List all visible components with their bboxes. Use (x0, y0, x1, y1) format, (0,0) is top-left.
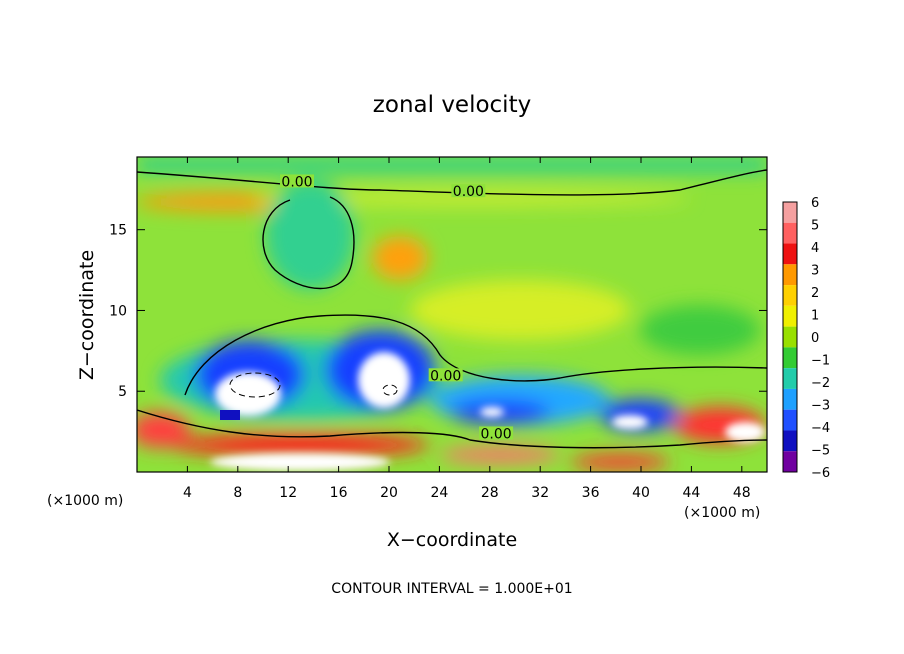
field-patch (220, 410, 240, 420)
contour-labels: 0.00 0.00 0.00 0.00 (280, 174, 514, 442)
contour-label-bg (479, 426, 514, 440)
x-tick-label: 32 (531, 485, 549, 501)
colorbar-swatch (783, 264, 797, 286)
contour-label: 0.00 (430, 368, 461, 384)
velocity-extremes (210, 352, 765, 471)
x-tick-label: 48 (733, 485, 751, 501)
colorbar-label: −4 (811, 421, 830, 436)
contour-label-bg (428, 368, 463, 382)
colorbar-swatch (783, 202, 797, 223)
colorbar-swatch (783, 388, 797, 410)
plot-frame (136, 156, 768, 473)
x-tick-label: 28 (481, 485, 499, 501)
contour-interval-note: CONTOUR INTERVAL = 1.000E+01 (331, 581, 572, 597)
x-tick-label: 4 (183, 485, 192, 501)
colorbar-swatch (783, 285, 797, 306)
colorbar-label: 5 (811, 219, 819, 234)
colorbar-label: 6 (811, 196, 819, 211)
colorbar: 6 5 4 3 2 1 0 −1 −2 −3 −4 −5 −6 (782, 196, 830, 481)
x-tick-label: 12 (279, 485, 297, 501)
colorbar-label: 1 (811, 309, 819, 324)
y-tick-label: 10 (109, 303, 127, 319)
contour-label-bg (280, 174, 315, 188)
y-axis: 5 10 15 (109, 223, 767, 400)
colorbar-label: −1 (811, 354, 830, 369)
colorbar-swatch (783, 430, 797, 452)
colorbar-swatch (783, 368, 797, 389)
colorbar-swatch (783, 347, 797, 369)
y-axis-label: Z−coordinate (76, 250, 98, 380)
contour-label: 0.00 (481, 426, 512, 442)
plot-area (137, 157, 767, 472)
colorbar-label: 0 (811, 331, 819, 346)
x-tick-label: 20 (380, 485, 398, 501)
colorbar-label: −2 (811, 376, 830, 391)
contour-label: 0.00 (281, 174, 312, 190)
x-tick-label: 8 (233, 485, 242, 501)
colorbar-swatch (783, 326, 797, 348)
x-tick-label: 36 (582, 485, 600, 501)
colorbar-label: −6 (811, 466, 830, 481)
dashed-contours (229, 372, 398, 398)
x-tick-label: 16 (330, 485, 348, 501)
x-axis: 4 8 12 16 20 24 28 32 36 40 44 48 (183, 157, 751, 501)
colorbar-swatch (783, 451, 797, 472)
colorbar-swatch (783, 305, 797, 327)
colorbar-swatch (783, 243, 797, 265)
y-tick-label: 15 (109, 223, 127, 239)
x-unit-right: (×1000 m) (684, 505, 760, 521)
contour-label-bg (451, 184, 486, 198)
x-axis-label: X−coordinate (387, 529, 517, 551)
x-tick-label: 24 (430, 485, 448, 501)
contour-label: 0.00 (453, 184, 484, 200)
colorbar-swatch (783, 222, 797, 244)
x-tick-label: 40 (632, 485, 650, 501)
x-tick-label: 44 (682, 485, 700, 501)
colorbar-label: 3 (811, 264, 819, 279)
chart-title: zonal velocity (373, 92, 531, 118)
colorbar-frame (782, 201, 798, 473)
y-tick-label: 5 (118, 384, 127, 400)
velocity-field (137, 157, 767, 470)
colorbar-swatch (783, 409, 797, 431)
colorbar-label: 2 (811, 286, 819, 301)
colorbar-label: 4 (811, 241, 819, 256)
colorbar-label: −3 (811, 399, 830, 414)
x-unit-left: (×1000 m) (47, 493, 123, 509)
colorbar-label: −5 (811, 444, 830, 459)
